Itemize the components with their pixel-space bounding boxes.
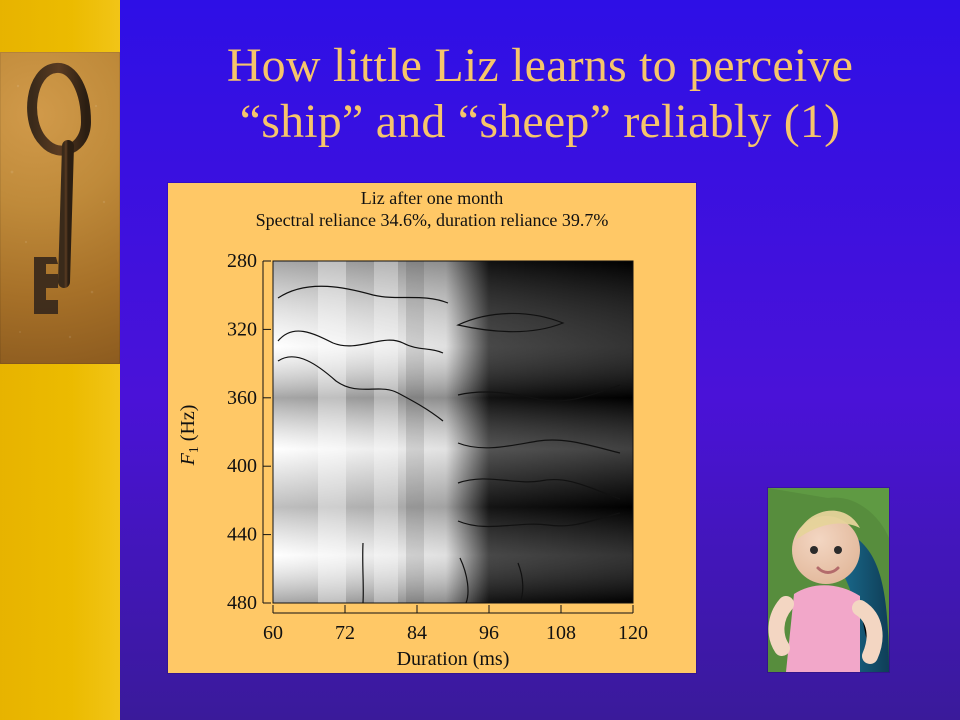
x-tick-label: 72 (335, 622, 355, 644)
heatmap-field (273, 261, 633, 603)
axes: 280 320 360 400 440 480 60 72 84 96 108 120 (227, 250, 648, 644)
x-tick-label: 84 (407, 622, 427, 644)
y-tick-label: 480 (227, 592, 257, 614)
svg-text:F1 (Hz): F1 (Hz) (177, 405, 202, 467)
left-decorative-strip (0, 0, 120, 720)
baby-photo (768, 488, 889, 672)
x-tick-label: 108 (546, 622, 576, 644)
x-tick-label: 96 (479, 622, 499, 644)
y-tick-label: 440 (227, 524, 257, 546)
y-tick-label: 320 (227, 318, 257, 340)
y-tick-label: 360 (227, 387, 257, 409)
x-tick-label: 60 (263, 622, 283, 644)
x-axis-label: Duration (ms) (397, 648, 510, 670)
contour-lines (277, 285, 621, 603)
y-axis-label: F1 (Hz) (177, 405, 202, 467)
figure-caption: Liz after one month Spectral reliance 34… (168, 187, 696, 231)
slide-title-line-1: How little Liz learns to perceive (226, 39, 854, 92)
figure-caption-line-2: Spectral reliance 34.6%, duration relian… (255, 210, 609, 230)
figure-panel: Liz after one month Spectral reliance 34… (168, 183, 696, 673)
slide-title: How little Liz learns to perceive “ship”… (155, 38, 925, 150)
figure-caption-line-1: Liz after one month (360, 188, 504, 208)
key-icon (10, 63, 106, 339)
heatmap-chart: 280 320 360 400 440 480 60 72 84 96 108 120 F1 (Hz)… (177, 250, 648, 670)
slide-title-line-2: “ship” and “sheep” reliably (1) (239, 95, 841, 148)
y-tick-label: 400 (227, 455, 257, 477)
y-tick-label: 280 (227, 250, 257, 272)
baby-image (768, 488, 889, 672)
x-tick-label: 120 (618, 622, 648, 644)
key-photo (0, 52, 120, 364)
plot-frame (272, 260, 634, 604)
